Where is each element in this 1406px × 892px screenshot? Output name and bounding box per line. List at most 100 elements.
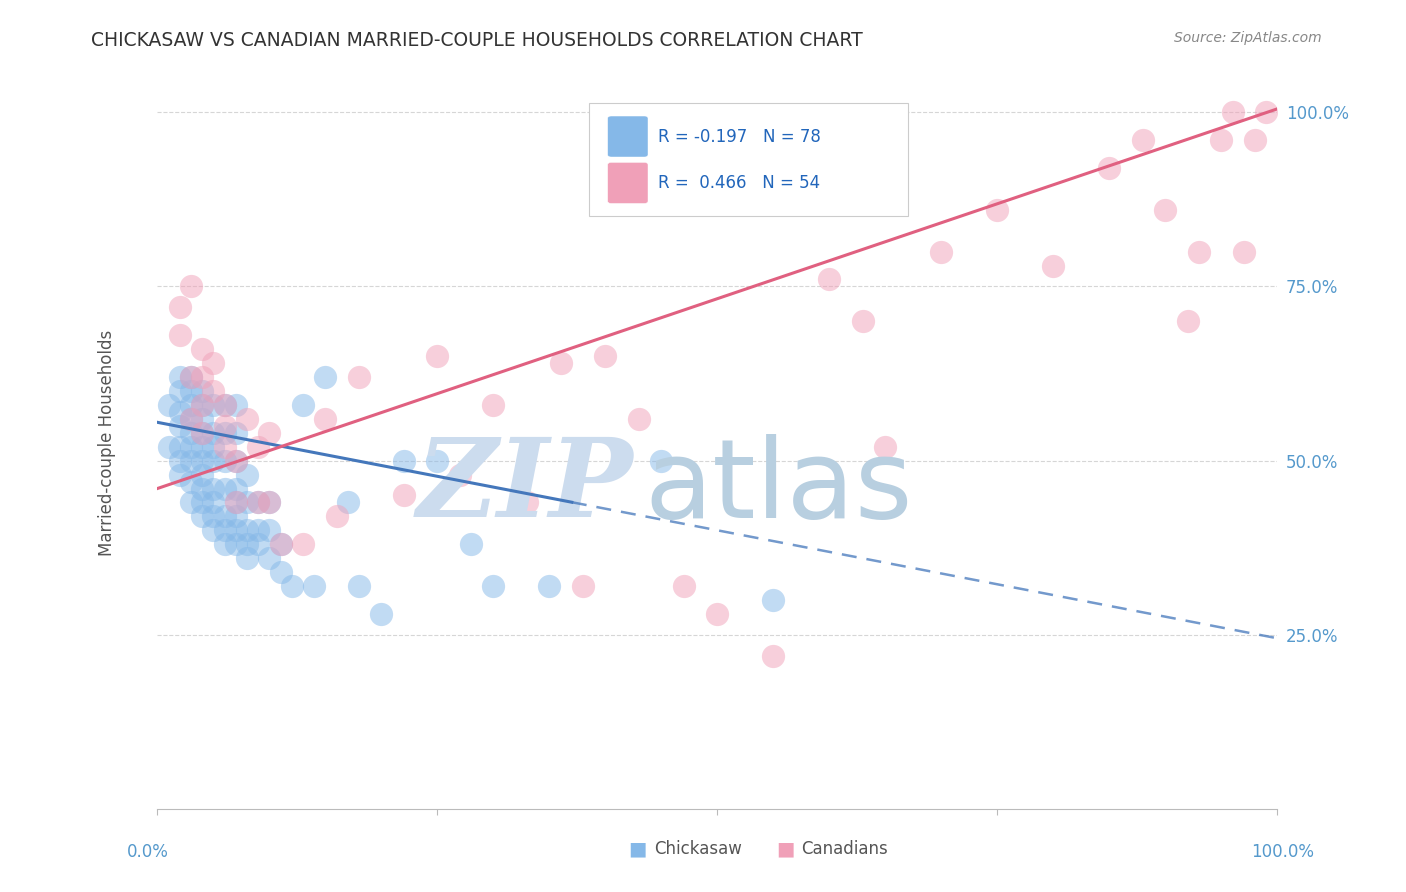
Point	[180, 370, 202, 384]
Point	[180, 425, 202, 440]
Text: 100.0%: 100.0%	[1251, 843, 1315, 861]
Point	[706, 607, 728, 621]
Point	[1256, 105, 1278, 120]
Point	[191, 509, 214, 524]
Point	[157, 398, 180, 412]
Point	[180, 370, 202, 384]
Point	[449, 467, 471, 482]
Point	[191, 425, 214, 440]
Point	[169, 467, 191, 482]
Point	[214, 398, 236, 412]
Point	[236, 551, 259, 566]
Point	[259, 495, 281, 509]
Text: atlas: atlas	[644, 434, 912, 541]
Point	[202, 524, 225, 538]
Point	[1177, 314, 1199, 328]
Point	[336, 495, 359, 509]
Point	[214, 440, 236, 454]
Text: CHICKASAW VS CANADIAN MARRIED-COUPLE HOUSEHOLDS CORRELATION CHART: CHICKASAW VS CANADIAN MARRIED-COUPLE HOU…	[91, 31, 863, 50]
Point	[236, 467, 259, 482]
Point	[270, 537, 292, 551]
Point	[169, 418, 191, 433]
Point	[1244, 133, 1267, 147]
Point	[214, 425, 236, 440]
Point	[191, 425, 214, 440]
Text: Source: ZipAtlas.com: Source: ZipAtlas.com	[1174, 31, 1322, 45]
Point	[157, 440, 180, 454]
Text: ■: ■	[628, 839, 647, 859]
Point	[225, 482, 247, 496]
Point	[1188, 244, 1211, 259]
Point	[875, 440, 897, 454]
Point	[225, 453, 247, 467]
Point	[180, 412, 202, 426]
Point	[169, 301, 191, 315]
Point	[572, 579, 595, 593]
Point	[302, 579, 325, 593]
Point	[214, 509, 236, 524]
Point	[225, 509, 247, 524]
Point	[202, 453, 225, 467]
Point	[1211, 133, 1233, 147]
Point	[214, 524, 236, 538]
Point	[325, 509, 347, 524]
Point	[482, 398, 505, 412]
Point	[986, 202, 1008, 217]
Point	[1098, 161, 1121, 175]
Point	[236, 524, 259, 538]
Point	[202, 482, 225, 496]
Text: R =  0.466   N = 54: R = 0.466 N = 54	[658, 174, 820, 192]
Point	[180, 384, 202, 398]
Point	[259, 495, 281, 509]
Point	[247, 495, 270, 509]
Text: ■: ■	[776, 839, 794, 859]
Point	[270, 565, 292, 579]
Point	[225, 495, 247, 509]
Point	[550, 356, 572, 370]
Point	[169, 328, 191, 343]
Point	[1154, 202, 1177, 217]
Point	[314, 370, 336, 384]
Point	[225, 453, 247, 467]
Point	[214, 537, 236, 551]
Point	[247, 440, 270, 454]
Point	[180, 398, 202, 412]
FancyBboxPatch shape	[589, 103, 908, 217]
Point	[1222, 105, 1244, 120]
Point	[214, 453, 236, 467]
Point	[202, 425, 225, 440]
Point	[214, 418, 236, 433]
Point	[202, 384, 225, 398]
Point	[191, 370, 214, 384]
Point	[236, 412, 259, 426]
Point	[762, 648, 785, 663]
FancyBboxPatch shape	[607, 116, 648, 157]
Point	[259, 551, 281, 566]
Point	[180, 440, 202, 454]
Text: 0.0%: 0.0%	[127, 843, 169, 861]
Point	[516, 495, 538, 509]
Point	[1132, 133, 1154, 147]
Point	[225, 425, 247, 440]
Point	[169, 453, 191, 467]
Point	[270, 537, 292, 551]
Point	[169, 384, 191, 398]
Point	[482, 579, 505, 593]
Point	[191, 453, 214, 467]
Point	[202, 440, 225, 454]
Point	[247, 495, 270, 509]
Point	[225, 398, 247, 412]
Point	[225, 524, 247, 538]
Point	[180, 475, 202, 489]
Point	[259, 425, 281, 440]
Point	[931, 244, 953, 259]
Point	[225, 495, 247, 509]
Point	[852, 314, 875, 328]
Point	[169, 440, 191, 454]
Point	[595, 349, 617, 363]
Point	[538, 579, 561, 593]
Point	[202, 509, 225, 524]
Point	[191, 412, 214, 426]
Point	[762, 593, 785, 607]
Point	[292, 537, 315, 551]
